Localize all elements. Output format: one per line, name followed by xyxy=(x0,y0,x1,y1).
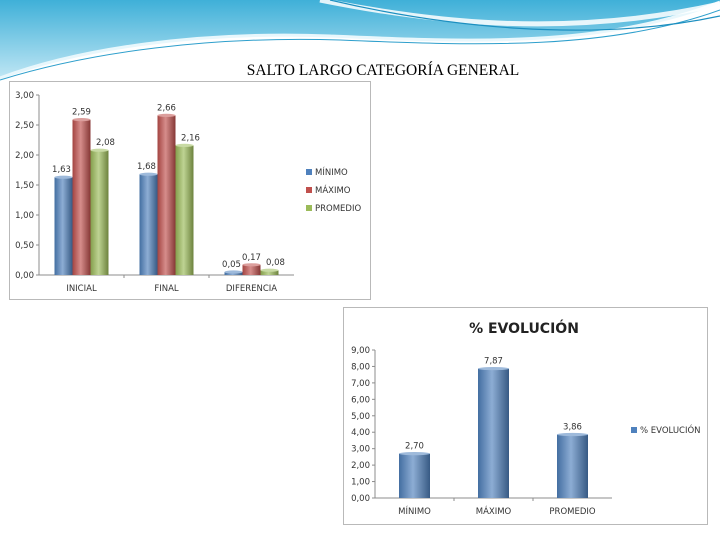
y-tick-label: 7,00 xyxy=(351,379,370,389)
bar-top xyxy=(224,270,243,274)
data-label: 1,63 xyxy=(52,165,71,175)
y-tick-label: 3,00 xyxy=(351,445,370,455)
chart-evolucion-plot: 0,00 1,00 2,00 3,00 4,00 5,00 6,00 7,00 8,00 9,00… xyxy=(351,319,701,517)
y-tick-label: 1,50 xyxy=(15,181,34,191)
data-label: 2,59 xyxy=(72,108,91,118)
bar-top xyxy=(90,148,109,152)
bar-top xyxy=(157,113,176,117)
y-tick-label: 2,00 xyxy=(15,151,34,161)
x-tick-label: PROMEDIO xyxy=(549,507,595,517)
bar xyxy=(72,119,91,275)
bar xyxy=(90,150,109,275)
bar xyxy=(399,453,430,498)
data-label: 0,05 xyxy=(222,260,241,270)
chart-title: % EVOLUCIÓN xyxy=(469,319,579,337)
bar-top xyxy=(242,263,261,267)
bar-top xyxy=(139,172,158,176)
y-tick-label: 0,00 xyxy=(351,494,370,504)
legend-swatch xyxy=(306,169,312,175)
data-label: 3,86 xyxy=(563,423,582,433)
y-tick-label: 0,50 xyxy=(15,241,34,251)
y-tick-label: 0,00 xyxy=(15,271,34,281)
y-tick-label: 8,00 xyxy=(351,362,370,372)
chart-salto-largo-plot: 0,00 0,50 1,00 1,50 2,00 2,50 3,00 INICIAL 1,63 2… xyxy=(15,91,361,294)
y-tick-label: 1,00 xyxy=(351,478,370,488)
y-tick-label: 6,00 xyxy=(351,395,370,405)
y-tick-label: 9,00 xyxy=(351,346,370,356)
bar xyxy=(157,115,176,276)
slide-title: SALTO LARGO CATEGORÍA GENERAL xyxy=(246,62,520,79)
x-tick-label: MÍNIMO xyxy=(398,505,431,517)
data-label: 2,16 xyxy=(181,133,200,143)
data-label: 2,66 xyxy=(157,103,176,113)
y-tick-label: 4,00 xyxy=(351,428,370,438)
bar-top xyxy=(260,268,279,272)
y-tick-label: 5,00 xyxy=(351,412,370,422)
bar-top xyxy=(72,118,91,122)
bar xyxy=(54,177,73,275)
chart-salto-largo: 0,00 0,50 1,00 1,50 2,00 2,50 3,00 INICIAL 1,63 2… xyxy=(9,81,371,300)
legend-swatch xyxy=(306,187,312,193)
bar-top xyxy=(175,143,194,147)
data-label: 2,08 xyxy=(96,138,115,148)
chart-evolucion: 0,00 1,00 2,00 3,00 4,00 5,00 6,00 7,00 8,00 9,00… xyxy=(343,307,708,525)
y-tick-label: 2,00 xyxy=(351,461,370,471)
bar xyxy=(242,264,261,275)
legend-label: % EVOLUCIÓN xyxy=(640,424,701,436)
data-label: 0,17 xyxy=(242,253,261,263)
data-label: 2,70 xyxy=(405,442,424,452)
y-tick-label: 3,00 xyxy=(15,91,34,101)
bar-top xyxy=(478,366,509,371)
data-label: 7,87 xyxy=(484,357,503,367)
bar-top xyxy=(557,432,588,437)
data-label: 1,68 xyxy=(137,162,156,172)
x-tick-label: DIFERENCIA xyxy=(226,284,277,294)
bar xyxy=(175,145,194,275)
bar xyxy=(139,174,158,275)
bar-top xyxy=(54,175,73,179)
slide-header-decoration xyxy=(0,0,720,81)
legend-label: PROMEDIO xyxy=(315,204,361,214)
legend-swatch xyxy=(631,427,637,433)
y-tick-label: 1,00 xyxy=(15,211,34,221)
bar xyxy=(557,434,588,498)
data-label: 0,08 xyxy=(266,258,285,268)
bar xyxy=(478,368,509,498)
y-tick-label: 2,50 xyxy=(15,121,34,131)
bar xyxy=(260,270,279,275)
legend-label: MÁXIMO xyxy=(315,184,351,196)
legend-swatch xyxy=(306,205,312,211)
legend-label: MÍNIMO xyxy=(315,166,348,178)
x-tick-label: FINAL xyxy=(154,284,179,294)
bar-top xyxy=(399,452,430,456)
x-tick-label: INICIAL xyxy=(66,284,97,294)
x-tick-label: MÁXIMO xyxy=(476,505,512,517)
